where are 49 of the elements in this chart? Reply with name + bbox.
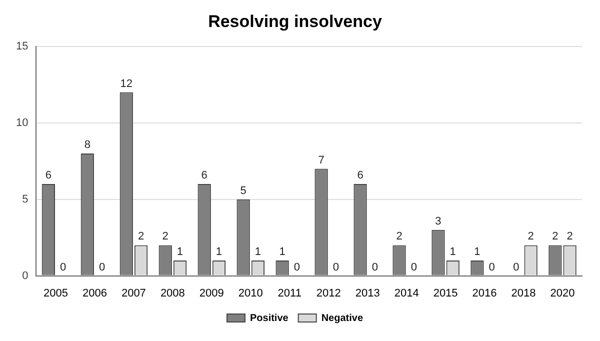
- x-tick-label: 2007: [121, 287, 146, 300]
- x-tick-label: 2020: [550, 287, 575, 300]
- x-tick-label: 2009: [199, 287, 224, 300]
- legend-label: Positive: [250, 312, 289, 324]
- x-tick-label: 2005: [43, 287, 68, 300]
- data-label: 0: [372, 261, 378, 274]
- data-label: 7: [318, 154, 324, 166]
- x-tick-label: 2014: [394, 287, 419, 300]
- data-label: 0: [332, 261, 339, 274]
- x-tick-label: 2012: [316, 287, 341, 300]
- data-label: 0: [294, 261, 300, 274]
- data-label: 1: [176, 246, 184, 258]
- y-tick-label: 0: [22, 270, 28, 282]
- chart-title: Resolving insolvency: [208, 12, 382, 31]
- y-tick-label: 5: [22, 193, 28, 206]
- x-tick-label: 2013: [355, 287, 380, 300]
- x-tick-label: 2016: [472, 287, 497, 300]
- data-label: 2: [528, 230, 534, 243]
- data-label: 1: [450, 246, 456, 258]
- x-tick-label: 2011: [278, 287, 302, 300]
- data-label: 0: [513, 261, 520, 274]
- data-label: 6: [201, 170, 208, 182]
- data-label: 2: [566, 230, 573, 243]
- data-label: 0: [98, 261, 106, 274]
- y-tick-label: 10: [16, 116, 28, 129]
- data-label: 12: [120, 78, 133, 90]
- data-label: 1: [216, 246, 222, 258]
- data-label: 2: [162, 230, 168, 243]
- x-tick-label: 2006: [82, 287, 107, 300]
- legend-label: Negative: [321, 312, 364, 324]
- data-label: 6: [45, 170, 52, 182]
- x-tick-label: 2008: [160, 287, 185, 300]
- x-tick-label: 2010: [238, 287, 263, 300]
- y-tick-label: 15: [16, 40, 28, 52]
- data-label: 0: [488, 261, 495, 274]
- data-label: 6: [357, 170, 364, 182]
- data-label: 2: [552, 230, 558, 243]
- data-label: 1: [474, 246, 480, 258]
- data-label: 5: [240, 184, 246, 197]
- data-label: 0: [410, 261, 417, 274]
- data-label: 2: [396, 230, 402, 243]
- data-label: 8: [84, 138, 90, 151]
- data-label: 3: [435, 215, 442, 228]
- data-label: 2: [138, 230, 144, 243]
- data-label: 0: [60, 261, 66, 274]
- x-tick-label: 2018: [511, 287, 536, 300]
- data-label: 1: [254, 246, 262, 258]
- data-label: 1: [279, 246, 286, 258]
- x-tick-label: 2015: [433, 287, 458, 300]
